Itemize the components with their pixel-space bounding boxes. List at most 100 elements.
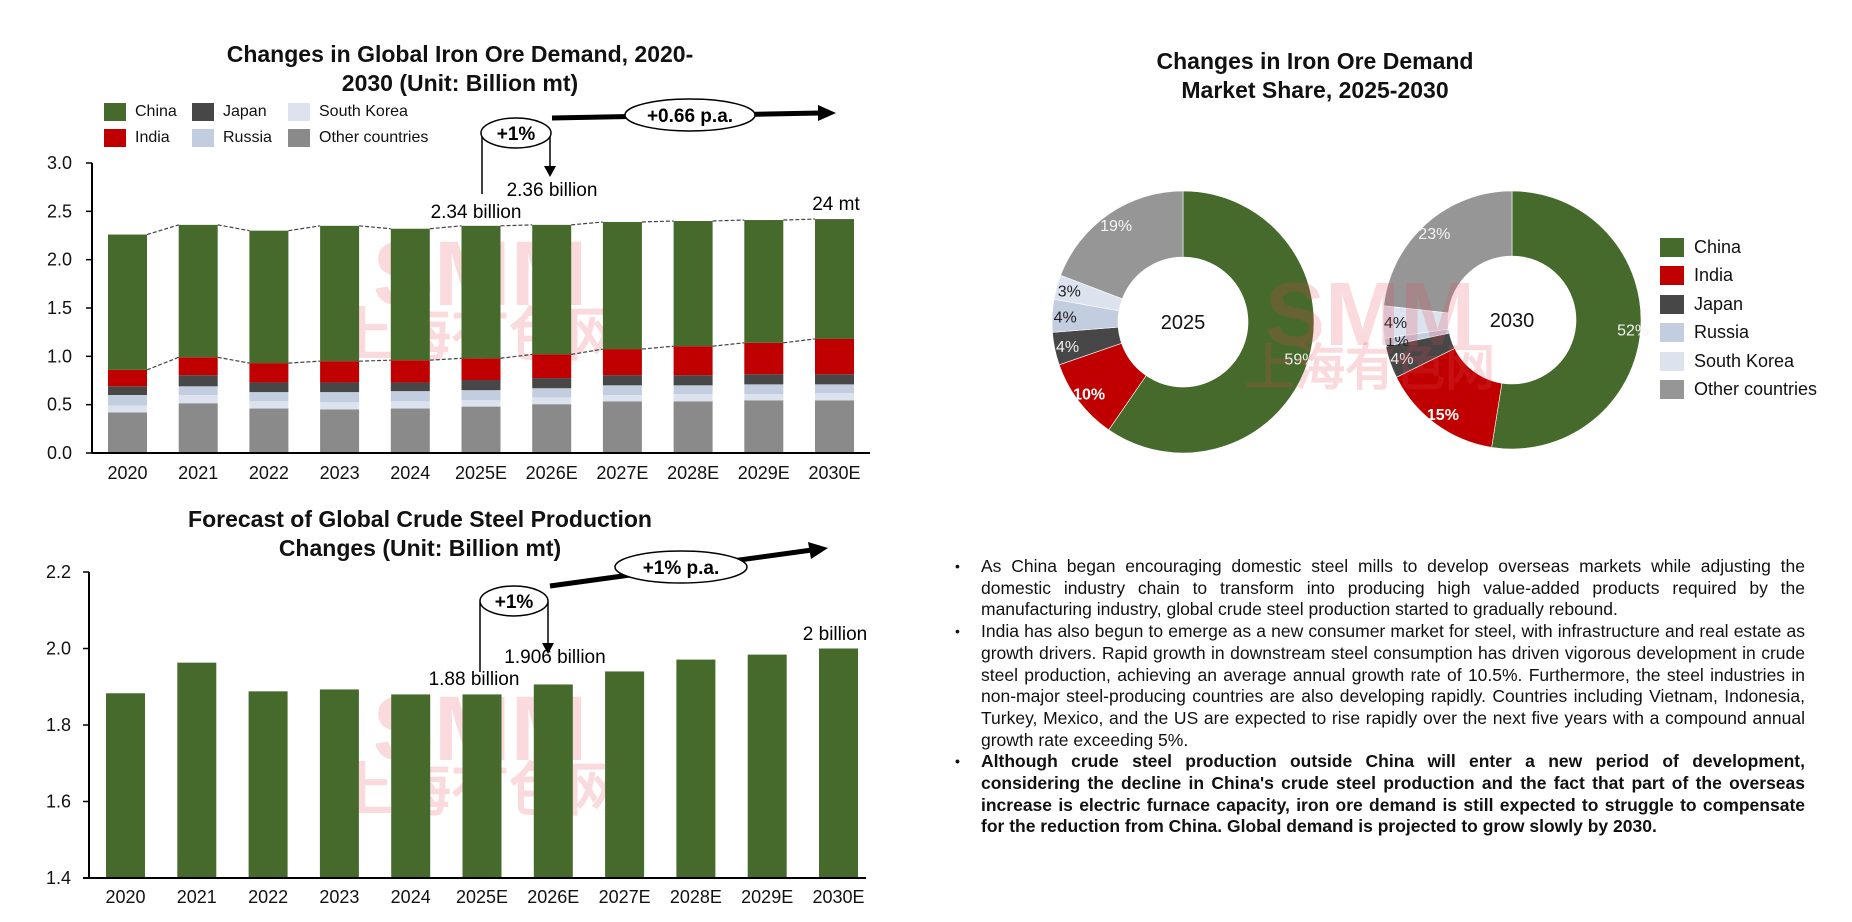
legend-swatch-other-countries xyxy=(288,129,310,147)
bar-segment-india xyxy=(108,369,147,387)
bar-segment-india xyxy=(602,349,642,376)
chart2-title-line2: Changes (Unit: Billion mt) xyxy=(278,535,562,561)
watermark-brand: SMM xyxy=(1265,265,1475,365)
legend-item-south-korea: South Korea xyxy=(288,102,458,122)
y-tick-label: 0.0 xyxy=(47,443,72,463)
india-connector-line xyxy=(217,356,250,364)
legend-label: India xyxy=(135,129,170,146)
legend-swatch-other-countries xyxy=(1660,380,1684,400)
trend-bubble-label: +1% p.a. xyxy=(643,558,720,579)
bar-stack-2026e xyxy=(532,224,572,453)
bar-segment-other-countries xyxy=(602,401,642,453)
bar-segment-japan xyxy=(320,382,360,393)
legend-swatch-russia xyxy=(1660,323,1684,343)
bar-stack-2029e xyxy=(744,220,784,453)
india-connector-line xyxy=(146,356,179,371)
down-arrow-icon xyxy=(544,166,556,177)
bar-segment-india xyxy=(390,360,430,383)
total-connector-line xyxy=(783,218,816,221)
chart2-title: Forecast of Global Crude Steel Productio… xyxy=(120,505,720,563)
bar-segment-india xyxy=(320,361,360,383)
bar-segment-japan xyxy=(461,380,501,391)
bar-segment-japan xyxy=(815,374,854,385)
bar-segment-china xyxy=(249,230,289,364)
bar-segment-japan xyxy=(249,382,289,393)
bar-segment-other-countries xyxy=(108,412,147,453)
total-connector-line xyxy=(712,219,745,222)
y-tick-label: 2.0 xyxy=(46,639,71,659)
bar-stack-2027e xyxy=(602,221,642,453)
donut-slice-label: 4% xyxy=(1390,351,1413,368)
chart2-annotations: +1% +1% p.a. 1.906 billion 1.88 billion … xyxy=(429,542,867,690)
bar-segment-south-korea xyxy=(461,400,501,407)
donut-slice-other-countries xyxy=(1383,190,1513,314)
legend-item-other-countries: Other countries xyxy=(1660,376,1817,405)
x-tick-label: 2029E xyxy=(738,463,790,480)
bar-segment-china xyxy=(673,221,713,347)
y-tick-label: 3.0 xyxy=(47,153,72,173)
trend-bubble-shape xyxy=(624,98,756,132)
x-tick-label: 2030E xyxy=(808,463,860,480)
bar-segment-south-korea xyxy=(744,394,784,401)
donut-slice-label: 10% xyxy=(1073,386,1105,403)
label-2030: 24 mt xyxy=(812,194,860,215)
bar-segment-other-countries xyxy=(815,400,854,453)
india-connector-line xyxy=(359,359,391,362)
growth-bubble-label: +1% xyxy=(497,124,536,145)
growth-bubble-shape xyxy=(480,117,552,149)
bar-segment-russia xyxy=(532,388,572,398)
bar-segment-china xyxy=(815,219,854,339)
bar-segment-russia xyxy=(249,392,289,402)
bar-segment-other-countries xyxy=(249,408,289,453)
bar-segment-south-korea xyxy=(320,402,360,410)
chart1-title-line1: Changes in Global Iron Ore Demand, 2020- xyxy=(226,41,694,67)
chart1-title: Changes in Global Iron Ore Demand, 2020-… xyxy=(150,40,770,98)
total-connector-line xyxy=(429,225,462,230)
bar-segment-india xyxy=(461,358,501,381)
bar-segment-other-countries xyxy=(673,401,713,453)
chart2-title-line1: Forecast of Global Crude Steel Productio… xyxy=(188,506,652,532)
trend-bubble-label: +0.66 p.a. xyxy=(647,106,733,127)
donut-title-line1: Changes in Iron Ore Demand xyxy=(1156,48,1474,74)
x-tick-label: 2024 xyxy=(391,887,431,907)
y-tick-label: 1.5 xyxy=(47,298,72,318)
donut-slice-china xyxy=(1491,190,1642,450)
india-connector-line xyxy=(429,357,462,361)
bar-stack-2025e xyxy=(461,225,501,453)
legend-label: India xyxy=(1694,265,1734,286)
bar-segment-russia xyxy=(178,386,218,395)
total-connector-line xyxy=(359,225,391,230)
legend-item-russia: Russia xyxy=(192,128,288,148)
bar-segment-india xyxy=(673,346,713,376)
donut-center-label: 2030 xyxy=(1490,310,1535,332)
donut-slice-china xyxy=(1108,190,1315,454)
bar-segment-india xyxy=(744,342,784,375)
total-connector-line xyxy=(217,224,250,232)
x-tick-label: 2024 xyxy=(390,463,430,480)
notes-list: As China began encouraging domestic stee… xyxy=(955,556,1805,838)
legend-label: Other countries xyxy=(319,129,429,146)
growth-bubble-shape xyxy=(479,585,549,617)
y-tick-label: 0.5 xyxy=(47,395,72,415)
donut-slice-label: 59% xyxy=(1284,352,1316,369)
bar-stack-2020 xyxy=(108,234,147,453)
india-connector-line xyxy=(500,353,533,359)
legend-label: Japan xyxy=(1694,293,1744,314)
bar-2025e xyxy=(462,694,502,878)
donut-center-label: 2025 xyxy=(1161,312,1206,334)
bar-segment-other-countries xyxy=(390,408,430,453)
bar-segment-china xyxy=(461,225,501,359)
legend-swatch-india xyxy=(1660,266,1684,286)
note-item-1: As China began encouraging domestic stee… xyxy=(955,556,1805,621)
india-connector-line xyxy=(288,360,321,364)
legend-label: Japan xyxy=(223,103,267,120)
donut-legend: China India Japan Russia South Korea Oth… xyxy=(1660,233,1817,404)
donut-slice-other-countries xyxy=(1060,190,1184,300)
bar-2021 xyxy=(177,662,217,878)
donut-slice-label: 3% xyxy=(1058,284,1081,301)
legend-item-japan: Japan xyxy=(1660,290,1817,319)
donut-slice-label: 23% xyxy=(1418,226,1450,243)
legend-item-japan: Japan xyxy=(192,102,288,122)
legend-item-russia: Russia xyxy=(1660,319,1817,348)
legend-label: South Korea xyxy=(1694,350,1795,371)
